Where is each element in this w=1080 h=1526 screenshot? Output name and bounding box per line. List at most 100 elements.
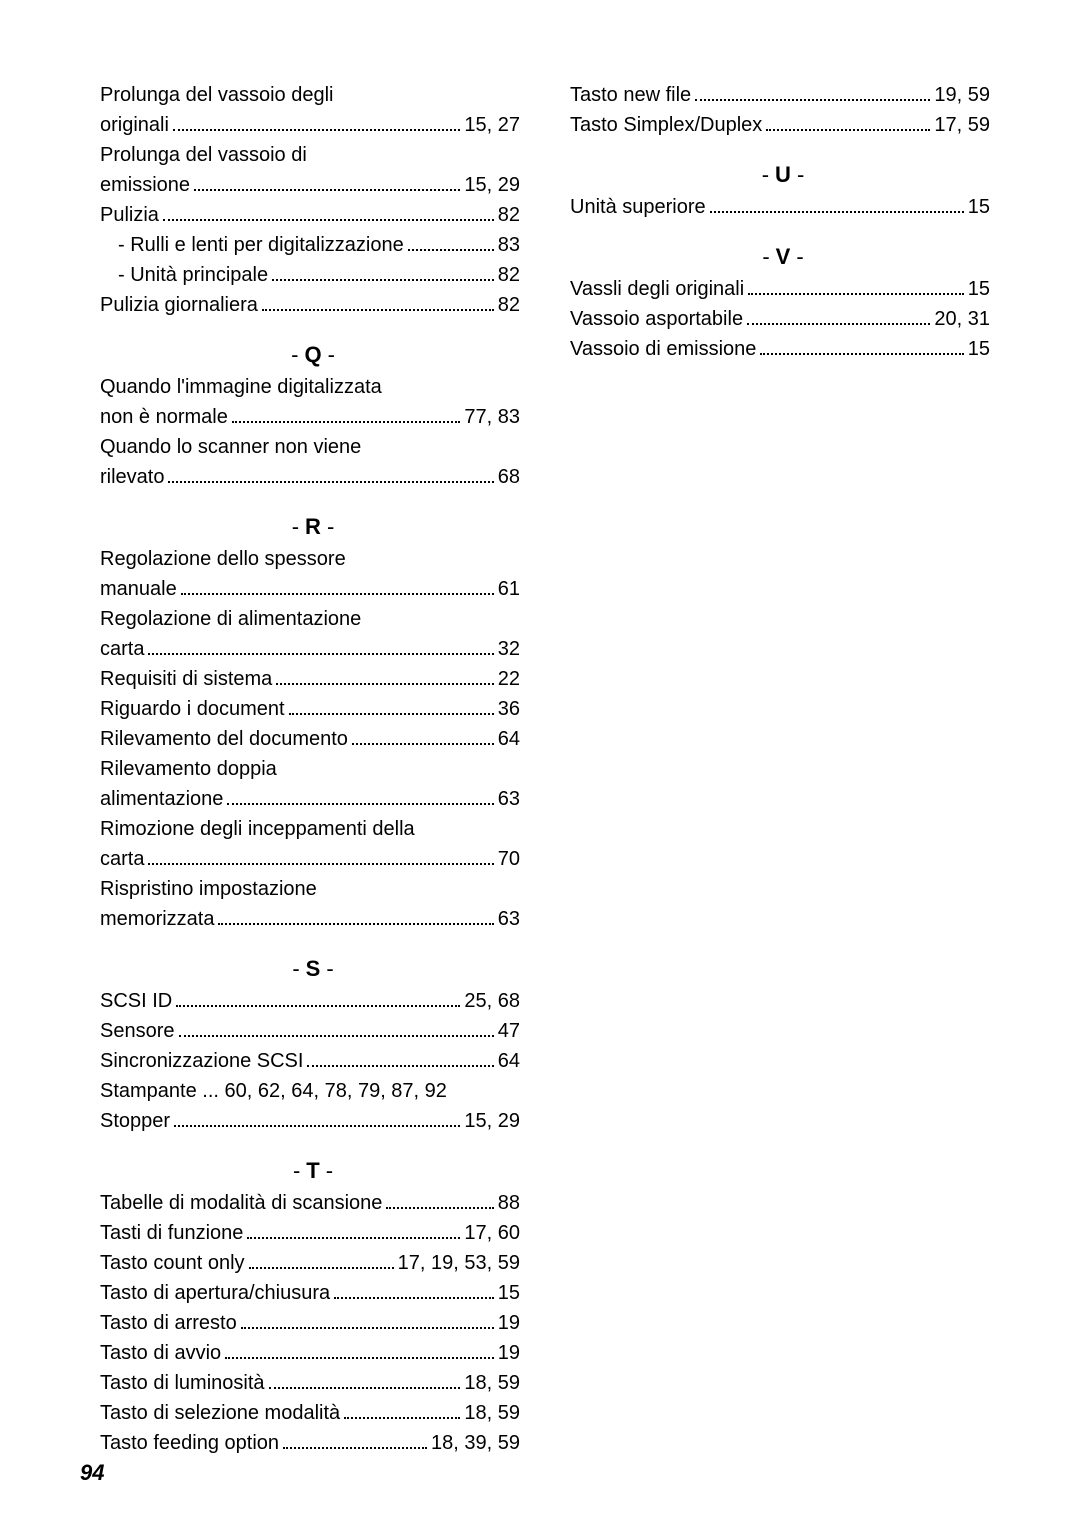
- entry-label: Tasto di selezione modalità: [100, 1398, 340, 1428]
- entry-leader-dots: [148, 653, 493, 655]
- entry-page: 32: [498, 634, 520, 664]
- entry-leader-dots: [181, 593, 494, 595]
- index-entry: Tasto di luminosità18, 59: [100, 1368, 520, 1398]
- section-letter-t: -T-: [100, 1158, 520, 1184]
- index-entry: Tasto count only17, 19, 53, 59: [100, 1248, 520, 1278]
- entry-page: 15: [498, 1278, 520, 1308]
- entry-leader-dots: [225, 1357, 494, 1359]
- entry-page: 15: [968, 334, 990, 364]
- entry-label: SCSI ID: [100, 986, 172, 1016]
- index-entry: Vassoio di emissione15: [570, 334, 990, 364]
- entry-page: 70: [498, 844, 520, 874]
- entry-leader-dots: [760, 353, 963, 355]
- index-entry: Stopper15, 29: [100, 1106, 520, 1136]
- entry-page: 83: [498, 230, 520, 260]
- entry-page: 17, 19, 53, 59: [398, 1248, 520, 1278]
- section-letter-r: -R-: [100, 514, 520, 540]
- entry-label: Tasto feeding option: [100, 1428, 279, 1458]
- entry-leader-dots: [272, 279, 494, 281]
- entry-leader-dots: [179, 1035, 494, 1037]
- index-entry: Sincronizzazione SCSI64: [100, 1046, 520, 1076]
- index-entry: carta32: [100, 634, 520, 664]
- entry-label: originali: [100, 110, 169, 140]
- index-entry: Rimozione degli inceppamenti della: [100, 814, 520, 844]
- entry-page: 64: [498, 1046, 520, 1076]
- index-entry: Tasti di funzione 17, 60: [100, 1218, 520, 1248]
- entry-leader-dots: [168, 481, 493, 483]
- index-entry: emissione15, 29: [100, 170, 520, 200]
- index-entry: Pulizia 82: [100, 200, 520, 230]
- index-entry: Regolazione di alimentazione: [100, 604, 520, 634]
- index-entry: non è normale77, 83: [100, 402, 520, 432]
- index-entry: Tasto Simplex/Duplex17, 59: [570, 110, 990, 140]
- entry-label: emissione: [100, 170, 190, 200]
- index-entry: alimentazione63: [100, 784, 520, 814]
- entry-label: Stopper: [100, 1106, 170, 1136]
- index-entry: Unità superiore15: [570, 192, 990, 222]
- entry-label: Pulizia: [100, 200, 159, 230]
- entry-leader-dots: [748, 293, 964, 295]
- index-entry: Sensore47: [100, 1016, 520, 1046]
- page-number: 94: [80, 1460, 104, 1486]
- entry-page: 18, 59: [464, 1368, 520, 1398]
- entry-label: - Unità principale: [118, 260, 268, 290]
- entry-label: manuale: [100, 574, 177, 604]
- entry-page: 68: [498, 462, 520, 492]
- entry-leader-dots: [408, 249, 494, 251]
- entry-leader-dots: [307, 1065, 493, 1067]
- entry-page: 36: [498, 694, 520, 724]
- index-entry: Prolunga del vassoio di: [100, 140, 520, 170]
- entry-leader-dots: [766, 129, 930, 131]
- entry-label: Riguardo i document: [100, 694, 285, 724]
- index-entry: Quando l'immagine digitalizzata: [100, 372, 520, 402]
- index-entry: Stampante ... 60, 62, 64, 78, 79, 87, 92: [100, 1076, 520, 1106]
- entry-leader-dots: [710, 211, 964, 213]
- entry-label: Tasti di funzione: [100, 1218, 243, 1248]
- entry-leader-dots: [386, 1207, 493, 1209]
- entry-leader-dots: [173, 129, 460, 131]
- index-entry: Tasto di selezione modalità18, 59: [100, 1398, 520, 1428]
- entry-label: Rilevamento del documento: [100, 724, 348, 754]
- entry-leader-dots: [344, 1417, 460, 1419]
- index-entry: Tasto feeding option 18, 39, 59: [100, 1428, 520, 1458]
- index-entry: Tasto di arresto19: [100, 1308, 520, 1338]
- left-column: Prolunga del vassoio deglioriginali15, 2…: [100, 80, 520, 1458]
- section-letter-s: -S-: [100, 956, 520, 982]
- entry-page: 47: [498, 1016, 520, 1046]
- entry-label: Tabelle di modalità di scansione: [100, 1188, 382, 1218]
- entry-page: 82: [498, 260, 520, 290]
- index-entry: memorizzata63: [100, 904, 520, 934]
- entry-leader-dots: [174, 1125, 460, 1127]
- entry-label: memorizzata: [100, 904, 214, 934]
- index-entry: Pulizia giornaliera82: [100, 290, 520, 320]
- entry-page: 63: [498, 784, 520, 814]
- entry-page: 15: [968, 274, 990, 304]
- entry-page: 17, 60: [464, 1218, 520, 1248]
- index-entry: Vassoio asportabile20, 31: [570, 304, 990, 334]
- entry-label: Tasto di arresto: [100, 1308, 237, 1338]
- index-entry: - Unità principale 82: [100, 260, 520, 290]
- entry-page: 88: [498, 1188, 520, 1218]
- index-entry: Rispristino impostazione: [100, 874, 520, 904]
- section-letter-u: -U-: [570, 162, 990, 188]
- entry-page: 17, 59: [934, 110, 990, 140]
- entry-leader-dots: [247, 1237, 460, 1239]
- entry-page: 77, 83: [464, 402, 520, 432]
- index-entry: rilevato 68: [100, 462, 520, 492]
- entry-label: Tasto new file: [570, 80, 691, 110]
- entry-page: 18, 39, 59: [431, 1428, 520, 1458]
- index-entry: Tasto di avvio19: [100, 1338, 520, 1368]
- index-entry: carta70: [100, 844, 520, 874]
- entry-page: 64: [498, 724, 520, 754]
- index-entry: SCSI ID25, 68: [100, 986, 520, 1016]
- entry-leader-dots: [276, 683, 493, 685]
- index-entry: Regolazione dello spessore: [100, 544, 520, 574]
- entry-page: 82: [498, 200, 520, 230]
- entry-leader-dots: [249, 1267, 394, 1269]
- right-column: Tasto new file19, 59Tasto Simplex/Duplex…: [570, 80, 990, 1458]
- entry-page: 15, 27: [464, 110, 520, 140]
- index-entry: - Rulli e lenti per digitalizzazione83: [100, 230, 520, 260]
- section-letter-v: -V-: [570, 244, 990, 270]
- entry-label: rilevato: [100, 462, 164, 492]
- entry-label: Tasto di apertura/chiusura: [100, 1278, 330, 1308]
